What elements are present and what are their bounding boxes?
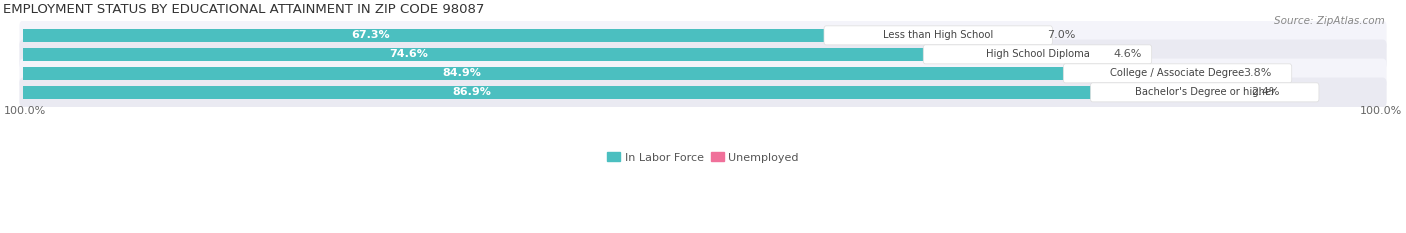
Text: Source: ZipAtlas.com: Source: ZipAtlas.com xyxy=(1274,16,1385,26)
Text: Bachelor's Degree or higher: Bachelor's Degree or higher xyxy=(1135,87,1275,97)
Bar xyxy=(22,29,938,42)
FancyBboxPatch shape xyxy=(824,26,1053,45)
Text: EMPLOYMENT STATUS BY EDUCATIONAL ATTAINMENT IN ZIP CODE 98087: EMPLOYMENT STATUS BY EDUCATIONAL ATTAINM… xyxy=(3,3,484,16)
Text: High School Diploma: High School Diploma xyxy=(986,49,1090,59)
Bar xyxy=(938,29,1033,42)
Bar xyxy=(22,48,1038,61)
Bar xyxy=(22,67,1177,80)
Text: 84.9%: 84.9% xyxy=(443,68,481,78)
Text: 100.0%: 100.0% xyxy=(1360,106,1402,116)
Text: 100.0%: 100.0% xyxy=(4,106,46,116)
Bar xyxy=(1038,48,1099,61)
Text: 4.6%: 4.6% xyxy=(1114,49,1142,59)
Text: 67.3%: 67.3% xyxy=(352,30,391,40)
Bar xyxy=(22,86,1205,99)
FancyBboxPatch shape xyxy=(20,21,1386,50)
Text: 86.9%: 86.9% xyxy=(453,87,492,97)
Text: 7.0%: 7.0% xyxy=(1047,30,1076,40)
Text: 3.8%: 3.8% xyxy=(1243,68,1271,78)
FancyBboxPatch shape xyxy=(20,78,1386,107)
FancyBboxPatch shape xyxy=(20,58,1386,88)
Bar xyxy=(1205,86,1237,99)
Bar xyxy=(1177,67,1229,80)
FancyBboxPatch shape xyxy=(1091,83,1319,102)
Text: 2.4%: 2.4% xyxy=(1251,87,1279,97)
Text: College / Associate Degree: College / Associate Degree xyxy=(1111,68,1244,78)
Legend: In Labor Force, Unemployed: In Labor Force, Unemployed xyxy=(607,152,799,163)
FancyBboxPatch shape xyxy=(1063,64,1292,83)
FancyBboxPatch shape xyxy=(20,40,1386,69)
Text: 74.6%: 74.6% xyxy=(389,49,427,59)
FancyBboxPatch shape xyxy=(924,45,1152,64)
Text: Less than High School: Less than High School xyxy=(883,30,994,40)
